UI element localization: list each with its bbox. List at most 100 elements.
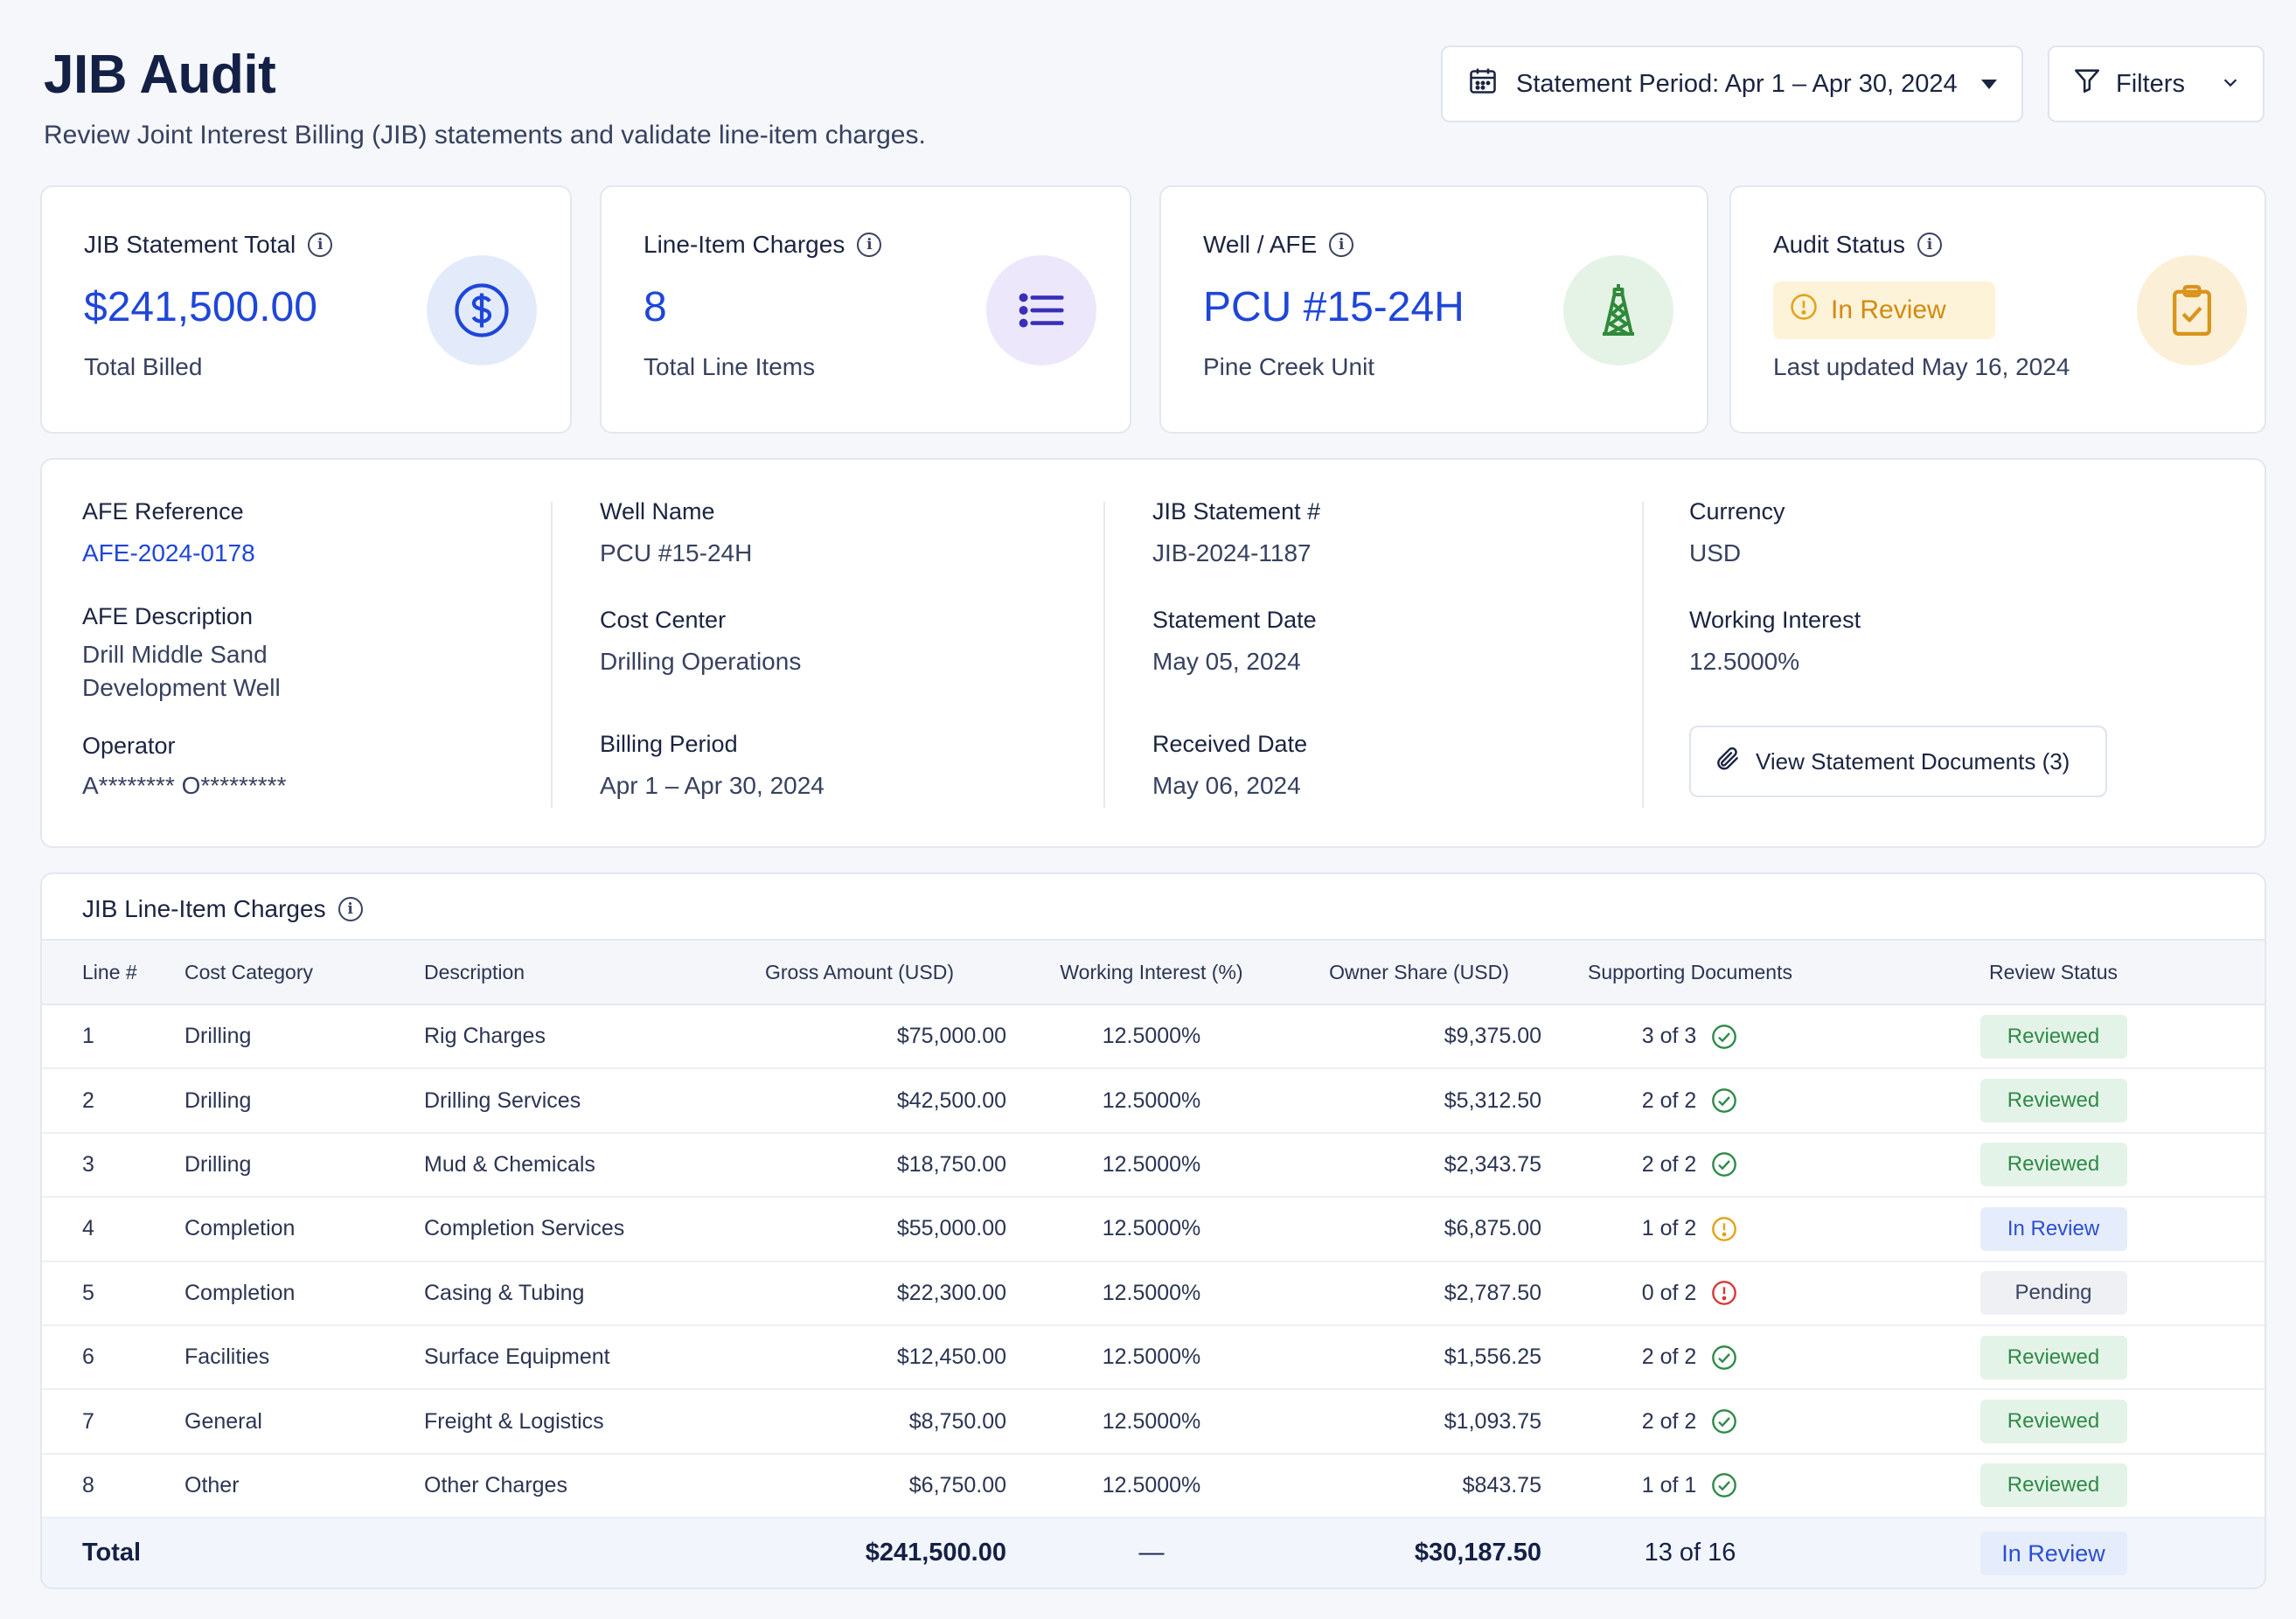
paperclip-icon — [1714, 745, 1742, 779]
warning-circle-icon — [1710, 1215, 1738, 1243]
status-badge[interactable]: Reviewed — [1979, 1143, 2127, 1187]
currency-value: USD — [1689, 539, 1742, 566]
cell-supporting-documents[interactable]: 1 of 1 — [1541, 1454, 1839, 1518]
cell-owner-share: $2,343.75 — [1444, 1151, 1541, 1177]
table-row[interactable]: 6 Facilities Surface Equipment $12,450.00 12… — [42, 1325, 2265, 1390]
card-value: $241,500.00 — [84, 284, 317, 330]
info-icon[interactable]: i — [1917, 233, 1942, 257]
status-badge[interactable]: Reviewed — [1979, 1400, 2127, 1444]
cell-description: Surface Equipment — [424, 1345, 610, 1370]
table-row[interactable]: 2 Drilling Drilling Services $42,500.00 12.5… — [42, 1068, 2265, 1133]
cell-cost-category: Drilling — [184, 1087, 252, 1113]
cell-review-status: Reviewed — [1839, 1389, 2265, 1453]
info-icon[interactable]: i — [337, 897, 363, 921]
column-header-line[interactable]: Line # — [82, 960, 137, 983]
card-label-wrap: JIB Statement Total i — [84, 231, 333, 259]
cell-description: Drilling Services — [424, 1087, 581, 1113]
cell-review-status: Reviewed — [1839, 1068, 2265, 1132]
info-icon[interactable]: i — [857, 233, 882, 257]
column-divider — [1642, 502, 1644, 808]
documents-count: 3 of 3 — [1641, 1024, 1697, 1049]
table-row[interactable]: 4 Completion Completion Services $55,000.00… — [42, 1197, 2265, 1261]
cell-cost-category: Completion — [184, 1280, 296, 1305]
cell-owner-share: $6,875.00 — [1444, 1216, 1541, 1241]
card-value: 8 — [644, 284, 667, 330]
cell-line: 7 — [82, 1408, 94, 1434]
well-name-value: PCU #15-24H — [600, 539, 753, 566]
info-icon[interactable]: i — [1329, 233, 1354, 257]
cell-supporting-documents[interactable]: 2 of 2 — [1541, 1389, 1839, 1453]
cell-supporting-documents[interactable]: 0 of 2 — [1541, 1261, 1839, 1325]
status-badge[interactable]: Reviewed — [1979, 1463, 2127, 1508]
cell-review-status: Pending — [1839, 1261, 2265, 1325]
cell-supporting-documents[interactable]: 2 of 2 — [1541, 1133, 1839, 1197]
page-subtitle: Review Joint Interest Billing (JIB) stat… — [44, 121, 926, 149]
cell-working-interest: 12.5000% — [1102, 1280, 1201, 1305]
cell-gross-amount: $55,000.00 — [896, 1216, 1006, 1241]
status-badge[interactable]: In Review — [1979, 1206, 2127, 1251]
billing-period-label: Billing Period — [600, 731, 738, 757]
status-badge[interactable]: Reviewed — [1979, 1335, 2127, 1379]
table-row[interactable]: 8 Other Other Charges $6,750.00 12.5000% $843… — [42, 1454, 2265, 1518]
cell-review-status: Reviewed — [1839, 1133, 2265, 1197]
cell-supporting-documents[interactable]: 1 of 2 — [1541, 1197, 1839, 1261]
cell-supporting-documents[interactable]: 2 of 2 — [1541, 1068, 1839, 1132]
cell-supporting-documents[interactable]: 2 of 2 — [1541, 1325, 1839, 1389]
table-row[interactable]: 3 Drilling Mud & Chemicals $18,750.00 12.500… — [42, 1133, 2265, 1198]
card-label: JIB Statement Total — [84, 231, 296, 258]
column-header-gross-amount[interactable]: Gross Amount (USD) — [765, 960, 954, 983]
column-header-supporting-documents[interactable]: Supporting Documents — [1588, 960, 1792, 983]
billing-period-value: Apr 1 – Apr 30, 2024 — [600, 772, 824, 799]
statement-date-value: May 05, 2024 — [1152, 648, 1301, 675]
status-badge[interactable]: Pending — [1979, 1271, 2127, 1316]
table-row[interactable]: 7 General Freight & Logistics $8,750.00 12.5… — [42, 1389, 2265, 1454]
documents-count: 2 of 2 — [1641, 1151, 1697, 1177]
documents-count: 2 of 2 — [1641, 1087, 1697, 1113]
total-empty — [424, 1518, 713, 1588]
check-circle-icon — [1710, 1471, 1738, 1499]
afe-reference-link[interactable]: AFE-2024-0178 — [82, 539, 255, 566]
currency-label: Currency — [1689, 498, 1785, 525]
table-row[interactable]: 1 Drilling Rig Charges $75,000.00 12.5000% $9… — [42, 1004, 2265, 1069]
caret-down-icon — [1981, 79, 1997, 89]
clipboard-check-icon — [2137, 255, 2247, 365]
statement-period-dropdown[interactable]: Statement Period: Apr 1 – Apr 30, 2024 — [1441, 45, 2023, 122]
cell-description: Mud & Chemicals — [424, 1151, 595, 1177]
status-badge: In Review — [1979, 1531, 2127, 1575]
table-title: JIB Line-Item Charges — [82, 895, 326, 922]
card-sub: Pine Creek Unit — [1203, 353, 1375, 380]
card-sub: Last updated May 16, 2024 — [1773, 353, 2070, 380]
cell-cost-category: Drilling — [184, 1151, 252, 1177]
column-header-owner-share[interactable]: Owner Share (USD) — [1329, 960, 1509, 983]
column-header-cost-category[interactable]: Cost Category — [184, 960, 314, 983]
status-badge[interactable]: Reviewed — [1979, 1014, 2127, 1059]
view-statement-documents-button[interactable]: View Statement Documents (3) — [1689, 726, 2107, 797]
cell-review-status: Reviewed — [1839, 1004, 2265, 1068]
cell-cost-category: General — [184, 1408, 262, 1434]
table-title-wrap: JIB Line-Item Charges i — [82, 895, 363, 923]
documents-count: 1 of 2 — [1641, 1216, 1697, 1241]
cell-cost-category: Completion — [184, 1216, 296, 1241]
table-row[interactable]: 5 Completion Casing & Tubing $22,300.00 12.5… — [42, 1261, 2265, 1325]
cell-working-interest: 12.5000% — [1102, 1472, 1201, 1497]
cell-supporting-documents[interactable]: 3 of 3 — [1541, 1004, 1839, 1068]
filters-button[interactable]: Filters — [2048, 45, 2265, 122]
status-badge[interactable]: Reviewed — [1979, 1079, 2127, 1123]
cell-review-status: Reviewed — [1839, 1454, 2265, 1518]
table-total-row: Total $241,500.00 — $30,187.50 13 of 16 … — [42, 1518, 2265, 1588]
total-status-cell: In Review — [1839, 1518, 2265, 1588]
column-header-review-status[interactable]: Review Status — [1988, 960, 2118, 983]
jib-audit-page: JIB Audit Review Joint Interest Billing … — [40, 35, 2266, 1589]
column-header-description[interactable]: Description — [424, 960, 525, 983]
total-owner-share: $30,187.50 — [1414, 1539, 1541, 1567]
documents-count: 1 of 1 — [1641, 1472, 1697, 1497]
working-interest-value: 12.5000% — [1689, 648, 1800, 675]
audit-status-text: In Review — [1831, 295, 1946, 324]
info-icon[interactable]: i — [308, 233, 333, 257]
card-label: Well / AFE — [1203, 231, 1318, 258]
check-circle-icon — [1710, 1087, 1738, 1115]
total-label: Total — [82, 1539, 142, 1567]
cell-description: Other Charges — [424, 1472, 567, 1497]
calendar-icon — [1467, 65, 1499, 103]
column-header-working-interest[interactable]: Working Interest (%) — [1060, 960, 1243, 983]
